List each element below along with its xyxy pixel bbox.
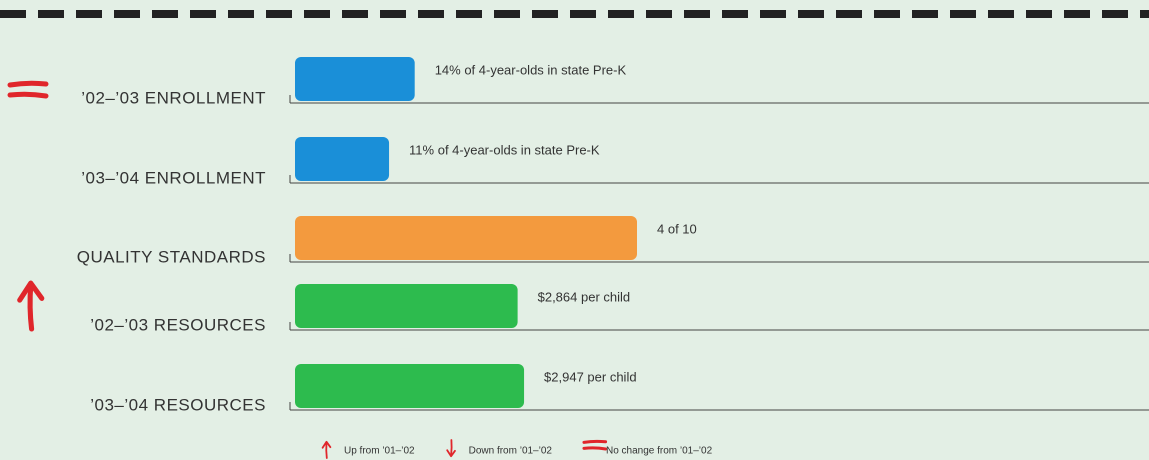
icon-stroke	[17, 280, 45, 303]
bar	[295, 57, 415, 101]
bar	[295, 216, 637, 260]
icon-stroke	[582, 439, 608, 444]
icon-stroke	[7, 91, 49, 99]
row-label: ’03–’04 RESOURCES	[90, 395, 266, 414]
icon-stroke	[7, 80, 49, 88]
value-label: $2,947 per child	[544, 369, 637, 384]
legend-label: Down from ’01–’02	[469, 446, 553, 457]
icon-stroke	[446, 449, 456, 458]
up-icon	[17, 280, 45, 332]
bar	[295, 137, 390, 181]
value-label: 4 of 10	[657, 221, 697, 236]
legend-label: Up from ’01–’02	[344, 446, 415, 457]
row-label: ’02–’03 ENROLLMENT	[81, 88, 266, 107]
icon-stroke	[321, 440, 332, 449]
icon-stroke	[450, 439, 453, 457]
value-label: $2,864 per child	[538, 289, 631, 304]
same-icon	[582, 439, 608, 451]
bar	[295, 364, 525, 408]
down-icon	[446, 439, 456, 458]
bar	[295, 284, 518, 328]
up-icon	[321, 440, 332, 459]
icon-stroke	[27, 282, 35, 332]
value-label: 11% of 4-year-olds in state Pre-K	[409, 142, 600, 157]
row-label: ’03–’04 ENROLLMENT	[81, 168, 266, 187]
same-icon	[7, 80, 49, 99]
icon-stroke	[582, 446, 608, 451]
icon-stroke	[325, 441, 328, 459]
row-label: ’02–’03 RESOURCES	[90, 315, 266, 334]
row-label: QUALITY STANDARDS	[77, 247, 266, 266]
legend-label: No change from ’01–’02	[606, 446, 713, 457]
value-label: 14% of 4-year-olds in state Pre-K	[435, 62, 627, 77]
